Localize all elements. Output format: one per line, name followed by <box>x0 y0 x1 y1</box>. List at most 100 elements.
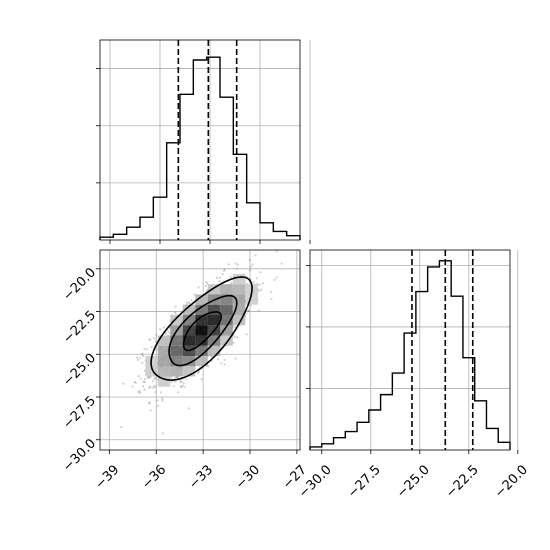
scatter-point <box>180 380 183 384</box>
histogram-y-steps <box>309 260 511 450</box>
scatter-point <box>174 311 177 314</box>
scatter-point <box>137 375 140 378</box>
histogram-x-quantiles <box>177 40 238 240</box>
scatter-point <box>185 378 188 381</box>
scatter-point <box>179 380 182 383</box>
scatter-point <box>280 262 283 265</box>
scatter-point <box>183 385 186 389</box>
scatter-point <box>154 391 157 394</box>
density-contours <box>150 276 253 381</box>
y-tick-label-3: −27.5 <box>60 393 99 432</box>
scatter-point <box>187 407 190 410</box>
scatter-point <box>248 310 251 313</box>
scatter-point <box>197 371 200 375</box>
scatter-point <box>221 273 224 276</box>
scatter-point <box>141 361 144 364</box>
scatter-ticks <box>96 268 298 454</box>
density-cell <box>182 366 196 377</box>
histogram-y-grid <box>310 250 519 450</box>
scatter-point <box>136 358 139 361</box>
scatter-point <box>216 358 220 361</box>
scatter-point <box>223 268 227 271</box>
density-cell <box>170 355 183 367</box>
scatter-point <box>159 328 162 331</box>
scatter-point <box>233 336 236 339</box>
scatter-point <box>165 332 168 335</box>
density-cell <box>182 355 196 367</box>
scatter-point <box>142 380 145 383</box>
scatter-point <box>207 365 210 368</box>
scatter-point <box>167 330 170 333</box>
scatter-point <box>223 358 226 362</box>
scatter-point <box>143 380 146 384</box>
histogram-y-quantiles <box>411 250 474 450</box>
scatter-point <box>154 376 157 380</box>
density-cells <box>145 273 258 387</box>
density-cell <box>220 294 233 305</box>
histogram-y-panel <box>306 249 519 454</box>
scatter-point <box>227 263 230 266</box>
density-cell <box>195 304 208 315</box>
density-cell <box>232 273 246 285</box>
histogram-y-ticks <box>306 264 519 454</box>
density-cell <box>170 345 183 356</box>
scatter-point <box>149 409 152 412</box>
histogram-y-frame <box>309 249 511 451</box>
density-cell <box>232 314 246 326</box>
scatter-point <box>151 386 154 389</box>
scatter-point <box>249 277 252 281</box>
x-tick-labels: −39 −36 −33 −30 −27 <box>92 462 310 492</box>
scatter-point <box>153 386 156 389</box>
scatter-point <box>120 426 123 429</box>
density-contour-middle <box>168 294 238 367</box>
scatter-point <box>155 333 158 336</box>
y2-tick-label-1: −27.5 <box>345 462 384 501</box>
scatter-point <box>275 250 278 253</box>
density-cell <box>157 345 171 356</box>
scatter-point <box>258 283 261 286</box>
scatter-point <box>188 302 191 305</box>
scatter-point <box>172 384 175 388</box>
scatter-point <box>100 395 102 398</box>
scatter-point <box>234 262 237 265</box>
scatter-point <box>174 376 177 380</box>
scatter-point <box>251 263 254 266</box>
scatter-point <box>193 293 196 296</box>
scatter-point <box>187 301 190 304</box>
density-cell <box>232 294 246 305</box>
density-cell <box>245 294 258 305</box>
scatter-point <box>140 353 143 356</box>
scatter-point <box>142 385 145 388</box>
y-tick-label-4: −30.0 <box>60 436 99 475</box>
scatter-frame <box>99 249 301 451</box>
scatter-point <box>219 276 222 279</box>
scatter-point <box>197 370 201 373</box>
scatter-panel <box>96 249 301 454</box>
scatter-point <box>190 298 193 302</box>
scatter-point <box>149 338 152 341</box>
scatter-point <box>246 310 250 313</box>
scatter-point <box>139 377 142 380</box>
scatter-point <box>154 340 157 343</box>
scatter-point <box>180 385 183 388</box>
y2-tick-label-2: −25.0 <box>394 462 433 501</box>
scatter-point <box>257 309 260 312</box>
histogram-x-grid <box>100 40 311 240</box>
scatter-point <box>255 277 258 280</box>
scatter-point <box>141 352 144 355</box>
scatter-point <box>215 276 218 279</box>
scatter-point <box>150 346 153 349</box>
density-cell <box>195 314 208 326</box>
y-tick-labels: −20.0 −22.5 −25.0−27.5 −30.0 <box>60 265 99 475</box>
scatter-point <box>182 381 185 385</box>
scatter-point <box>200 378 203 381</box>
scatter-point <box>148 386 151 389</box>
scatter-point <box>153 337 156 340</box>
density-cell <box>220 325 233 336</box>
scatter-point <box>259 271 262 274</box>
x-tick-label-2: −33 <box>186 462 216 492</box>
scatter-point <box>236 263 240 266</box>
scatter-point <box>177 391 180 394</box>
scatter-point <box>230 282 233 285</box>
